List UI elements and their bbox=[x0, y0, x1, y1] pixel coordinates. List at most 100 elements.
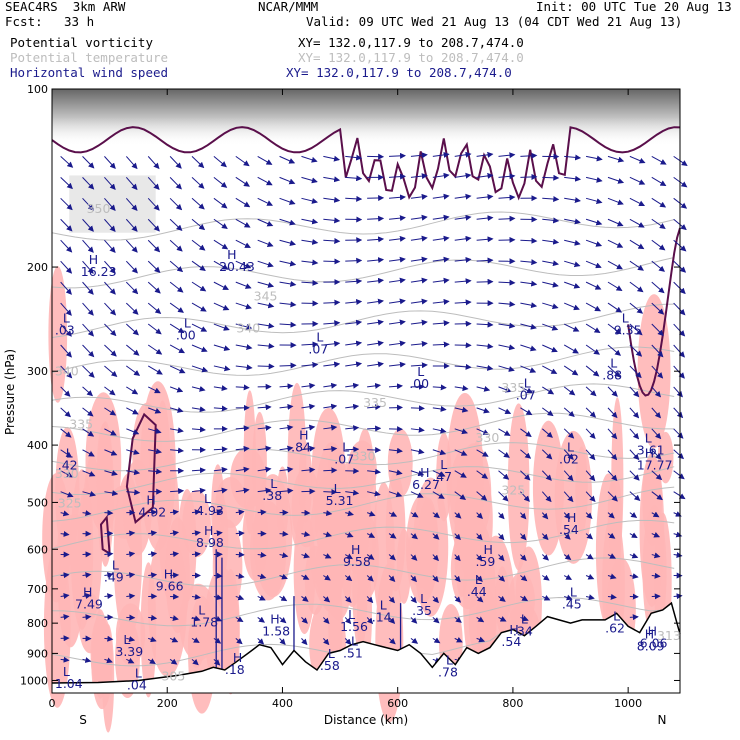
wind-arrow bbox=[563, 491, 574, 503]
wind-arrow bbox=[191, 197, 205, 210]
wind-arrow bbox=[323, 574, 331, 581]
extremum-value: 9.58 bbox=[343, 554, 371, 569]
x-tick-label: 0 bbox=[49, 697, 56, 710]
wind-arrow bbox=[498, 365, 515, 372]
wind-arrow bbox=[410, 256, 428, 263]
wind-arrow bbox=[476, 616, 485, 623]
wind-arrow bbox=[257, 595, 266, 601]
wind-arrow bbox=[235, 594, 245, 601]
wind-arrow bbox=[82, 490, 97, 497]
wind-arrow bbox=[60, 428, 72, 438]
wind-arrow bbox=[367, 490, 381, 497]
wind-arrow bbox=[345, 489, 360, 496]
extremum: L9.35 bbox=[614, 310, 642, 337]
strat-band-shade bbox=[52, 89, 680, 147]
wind-arrow bbox=[476, 512, 483, 520]
pv-shade-blob bbox=[147, 531, 188, 678]
wind-arrow bbox=[235, 487, 250, 494]
wind-arrow bbox=[498, 491, 509, 502]
wind-arrow bbox=[542, 174, 560, 181]
wind-arrow bbox=[629, 239, 645, 250]
wind-arrow bbox=[520, 344, 537, 352]
wind-arrow bbox=[541, 428, 553, 438]
extremum-value: .54 bbox=[559, 522, 579, 537]
wind-arrow bbox=[541, 470, 552, 481]
wind-arrow bbox=[169, 281, 184, 293]
pv-shade-blob bbox=[372, 482, 395, 621]
wind-arrow bbox=[542, 386, 555, 395]
extremum-value: 6.06 bbox=[640, 636, 668, 651]
wind-arrow bbox=[213, 487, 228, 494]
wind-arrow bbox=[104, 551, 114, 558]
wind-arrow bbox=[432, 298, 450, 305]
wind-arrow bbox=[213, 260, 229, 270]
extremum: H8.98 bbox=[196, 523, 224, 550]
wind-arrow bbox=[147, 156, 160, 170]
wind-arrow bbox=[410, 596, 417, 604]
wind-arrow bbox=[389, 194, 406, 201]
wind-arrow bbox=[542, 281, 559, 288]
wind-arrow bbox=[520, 595, 529, 602]
wind-arrow bbox=[410, 405, 425, 412]
y-tick-label: 400 bbox=[27, 439, 48, 452]
wind-arrow bbox=[213, 323, 230, 331]
wind-arrow bbox=[279, 573, 288, 580]
extremum: L.62 bbox=[605, 609, 625, 636]
high-marker: H bbox=[164, 567, 173, 582]
wind-arrow bbox=[410, 470, 425, 477]
wind-arrow bbox=[213, 156, 227, 168]
extremum-value: 9.35 bbox=[614, 322, 642, 337]
wind-arrow bbox=[60, 302, 72, 316]
wind-arrow bbox=[301, 617, 308, 624]
wind-arrow bbox=[629, 176, 646, 185]
extremum: L.02 bbox=[559, 440, 579, 467]
theta-label: 350 bbox=[87, 201, 111, 216]
low-marker: L bbox=[348, 607, 355, 622]
wind-arrow bbox=[191, 302, 207, 312]
extremum-value: 20.43 bbox=[219, 259, 255, 274]
wind-arrow bbox=[257, 302, 275, 309]
wind-arrow bbox=[345, 510, 354, 517]
wind-arrow bbox=[279, 239, 297, 246]
field-label-wind: Horizontal wind speed bbox=[10, 65, 169, 80]
extremum: H4.92 bbox=[138, 492, 166, 519]
wind-arrow bbox=[191, 344, 208, 353]
wind-arrow bbox=[148, 572, 158, 579]
wind-arrow bbox=[257, 239, 274, 247]
wind-arrow bbox=[82, 365, 95, 378]
wind-arrow bbox=[520, 259, 538, 266]
wind-arrow bbox=[169, 615, 179, 622]
wind-arrow bbox=[257, 638, 265, 645]
x-tick-label: 1000 bbox=[614, 697, 642, 710]
wind-arrow bbox=[476, 428, 490, 435]
wind-arrow bbox=[104, 449, 118, 456]
wind-arrow bbox=[498, 554, 505, 562]
wind-arrow bbox=[60, 365, 73, 379]
wind-arrow bbox=[104, 635, 114, 642]
wind-arrow bbox=[367, 425, 382, 432]
high-marker: H bbox=[227, 247, 236, 262]
wind-arrow bbox=[454, 151, 472, 158]
wind-arrow bbox=[279, 530, 289, 537]
wind-arrow bbox=[563, 553, 572, 561]
extremum: L.58 bbox=[320, 646, 340, 673]
wind-arrow bbox=[213, 197, 228, 209]
wind-arrow bbox=[498, 512, 505, 520]
pv-contour-blob bbox=[125, 412, 157, 524]
low-marker: L bbox=[475, 572, 482, 587]
wind-arrow bbox=[191, 467, 206, 474]
wind-arrow bbox=[388, 469, 403, 476]
wind-arrow bbox=[235, 155, 250, 167]
theta-label: 345 bbox=[254, 289, 278, 304]
pv-shade-blob bbox=[642, 505, 667, 640]
wind-arrow bbox=[322, 638, 330, 646]
org-label: NCAR/MMM bbox=[258, 0, 319, 14]
wind-arrow bbox=[301, 176, 318, 184]
y-tick-label: 600 bbox=[27, 543, 48, 556]
wind-arrow bbox=[126, 365, 141, 376]
theta-label: 325 bbox=[501, 483, 525, 498]
pv-shade-blob bbox=[179, 583, 218, 662]
wind-arrow bbox=[476, 321, 494, 328]
wind-arrow bbox=[235, 364, 253, 371]
wind-arrow bbox=[454, 470, 467, 478]
